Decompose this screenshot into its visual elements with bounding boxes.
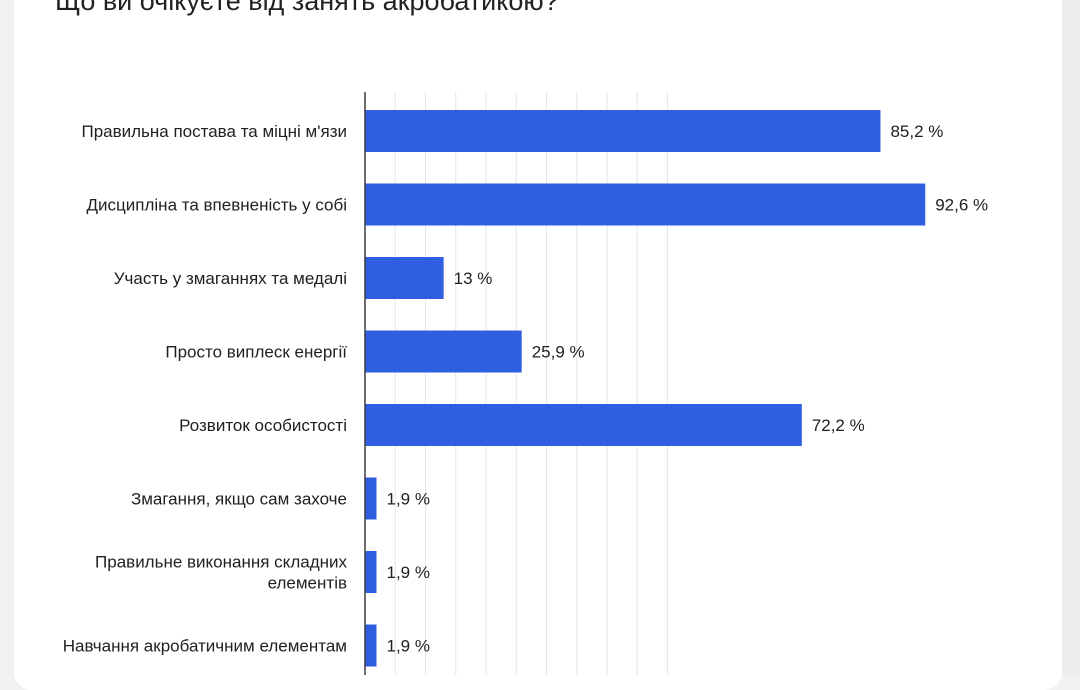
data-label: 13 % — [454, 269, 493, 288]
data-label: 92,6 % — [935, 196, 988, 215]
bar — [365, 624, 377, 667]
data-label: 72,2 % — [812, 416, 865, 435]
category-label: Правильна постава та міцні м'язи — [81, 122, 347, 141]
bar — [365, 477, 377, 520]
background-strip — [1062, 0, 1080, 675]
bar — [365, 404, 802, 446]
category-label: елементів — [268, 574, 347, 593]
bar — [365, 257, 444, 299]
bar-chart: 85,2 % Правильна постава та міцні м'язи 92… — [63, 92, 988, 675]
category-label: Змагання, якщо сам захоче — [131, 490, 347, 509]
category-label: Участь у змаганнях та медалі — [114, 269, 347, 288]
bar — [365, 110, 881, 152]
category-label: Навчання акробатичним елементам — [63, 637, 347, 656]
data-label: 1,9 % — [386, 563, 429, 582]
category-label: Просто виплеск енергії — [165, 343, 347, 362]
bar — [365, 551, 377, 593]
bar — [365, 183, 926, 226]
category-label: Дисципліна та впевненість у собі — [87, 196, 347, 215]
data-label: 85,2 % — [890, 122, 943, 141]
category-label: Правильне виконання складних — [95, 553, 347, 572]
data-label: 1,9 % — [386, 637, 429, 656]
chart-title: Що ви очікуєте від занять акробатикою? — [55, 0, 559, 16]
data-label: 25,9 % — [532, 343, 585, 362]
bar — [365, 330, 522, 373]
category-label: Розвиток особистості — [179, 416, 347, 435]
data-label: 1,9 % — [386, 490, 429, 509]
